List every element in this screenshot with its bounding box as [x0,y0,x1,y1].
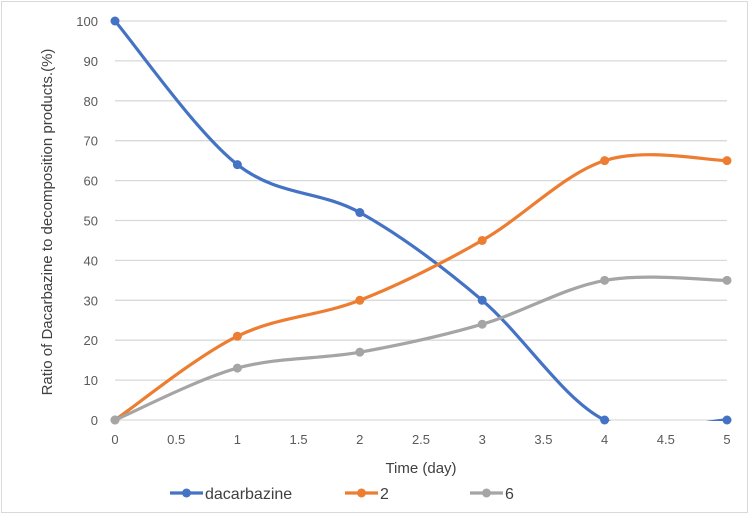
data-point-marker[interactable] [600,275,610,285]
data-point-marker[interactable] [722,275,732,285]
legend-label: 2 [380,486,389,503]
series-2 [110,153,732,425]
x-tick-label: 0 [111,432,118,447]
legend: dacarbazine 2 6 [170,486,514,503]
legend-marker-icon [182,488,191,498]
y-tick-label: 40 [84,253,98,268]
x-tick-label: 3 [479,432,486,447]
y-tick-label: 80 [84,94,98,109]
legend-item-6[interactable]: 6 [470,486,514,503]
data-point-marker[interactable] [477,319,487,329]
legend-item-2[interactable]: 2 [345,486,389,503]
legend-marker-icon [482,488,491,498]
y-tick-label: 70 [84,134,98,149]
y-tick-label: 30 [84,293,98,308]
x-tick-label: 1 [234,432,241,447]
y-tick-label: 20 [84,333,98,348]
y-tick-label: 90 [84,54,98,69]
y-axis-ticks: 0 10 20 30 40 50 60 70 80 90 100 [76,14,98,428]
y-tick-label: 100 [76,14,98,29]
series-line [113,19,729,421]
data-point-marker[interactable] [477,295,487,305]
y-tick-label: 0 [91,413,98,428]
data-point-marker[interactable] [232,331,242,341]
data-point-marker[interactable] [477,235,487,245]
data-point-marker[interactable] [355,347,365,357]
x-tick-label: 2.5 [412,432,430,447]
data-point-marker[interactable] [722,415,732,425]
y-axis-title: Ratio of Dacarbazine to decomposition pr… [39,49,56,396]
data-point-marker[interactable] [722,156,732,166]
legend-label: 6 [505,486,514,503]
series-dacarbazine [110,16,732,425]
x-tick-label: 2 [356,432,363,447]
x-tick-label: 0.5 [167,432,185,447]
y-tick-label: 60 [84,174,98,189]
y-tick-label: 10 [84,373,98,388]
x-tick-label: 4 [601,432,608,447]
legend-marker-icon [357,488,366,498]
data-point-marker[interactable] [232,363,242,373]
data-point-marker[interactable] [600,415,610,425]
y-tick-label: 50 [84,214,98,229]
series-line [113,153,729,421]
series-6 [110,275,732,425]
x-tick-label: 4.5 [657,432,675,447]
data-point-marker[interactable] [232,160,242,170]
x-tick-label: 3.5 [534,432,552,447]
series-lines [110,16,732,425]
data-point-marker[interactable] [600,156,610,166]
legend-item-dacarbazine[interactable]: dacarbazine [170,486,292,503]
data-point-marker[interactable] [110,415,120,425]
data-point-marker[interactable] [355,295,365,305]
x-axis-ticks: 0 0.5 1 1.5 2 2.5 3 3.5 4 4.5 5 [111,432,730,447]
legend-label: dacarbazine [205,486,292,503]
data-point-marker[interactable] [110,16,120,26]
series-line [113,275,729,421]
gridlines [115,20,727,421]
x-axis-title: Time (day) [385,460,456,477]
x-tick-label: 5 [723,432,730,447]
data-point-marker[interactable] [355,208,365,218]
x-tick-label: 1.5 [290,432,308,447]
